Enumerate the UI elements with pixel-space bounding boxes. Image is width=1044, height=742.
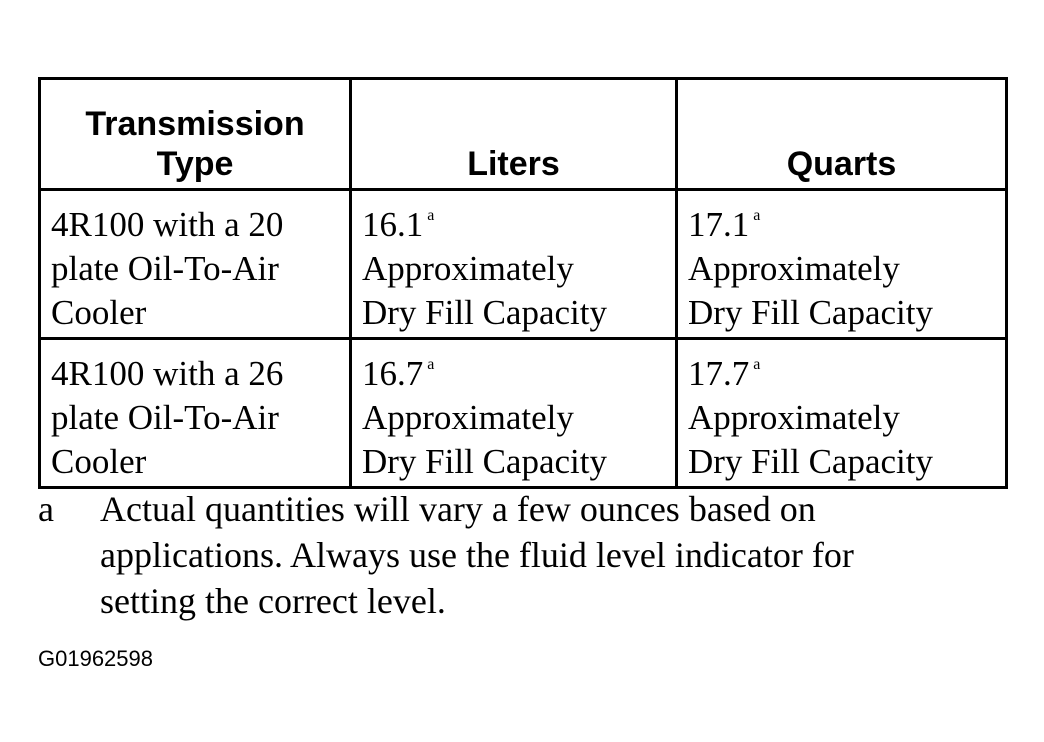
capacity-value: 17.1 <box>688 205 750 244</box>
capacity-value: 16.1 <box>362 205 424 244</box>
table-cell: 17.1 a Approximately Dry Fill Capacity <box>675 188 1008 340</box>
column-header: Liters <box>349 77 678 191</box>
cell-line: plate Oil-To-Air <box>51 398 279 437</box>
cell-line: Dry Fill Capacity <box>688 293 933 332</box>
footnote-line: Actual quantities will vary a few ounces… <box>100 489 816 529</box>
footnote-line: applications. Always use the fluid level… <box>100 535 854 575</box>
cell-line: Cooler <box>51 293 147 332</box>
table-row: 4R100 with a 26 plate Oil-To-Air Cooler 16.… <box>38 337 1008 489</box>
cell-line: Approximately <box>362 398 574 437</box>
cell-line: 4R100 with a 26 <box>51 354 284 393</box>
cell-line: Dry Fill Capacity <box>688 442 933 481</box>
capacity-line: 17.7 a <box>688 352 997 396</box>
table-row: 4R100 with a 20 plate Oil-To-Air Cooler 16.… <box>38 188 1008 340</box>
note-mark: a <box>427 356 435 373</box>
table-body: 4R100 with a 20 plate Oil-To-Air Cooler 16.… <box>38 188 1008 489</box>
table-cell: 4R100 with a 26 plate Oil-To-Air Cooler <box>38 337 352 489</box>
figure-id: G01962598 <box>38 646 153 671</box>
capacity-line: 17.1 a <box>688 203 997 247</box>
footnote-text: Actual quantities will vary a few ounces… <box>100 486 854 624</box>
table-cell: 17.7 a Approximately Dry Fill Capacity <box>675 337 1008 489</box>
cell-line: Dry Fill Capacity <box>362 442 607 481</box>
column-header: Transmission Type <box>38 77 352 191</box>
capacity-table: Transmission Type Liters Quarts 4R100 with… <box>38 77 1008 489</box>
capacity-value: 17.7 <box>688 354 750 393</box>
cell-line: 4R100 with a 20 <box>51 205 284 244</box>
cell-line: Approximately <box>688 398 900 437</box>
capacity-value: 16.7 <box>362 354 424 393</box>
note-mark: a <box>427 207 435 224</box>
cell-line: Dry Fill Capacity <box>362 293 607 332</box>
capacity-line: 16.1 a <box>362 203 667 247</box>
footnote-mark: a <box>38 489 54 529</box>
cell-line: Approximately <box>688 249 900 288</box>
table-cell: 4R100 with a 20 plate Oil-To-Air Cooler <box>38 188 352 340</box>
note-mark: a <box>753 207 761 224</box>
cell-line: Cooler <box>51 442 147 481</box>
cell-line: Approximately <box>362 249 574 288</box>
column-header: Quarts <box>675 77 1008 191</box>
capacity-line: 16.7 a <box>362 352 667 396</box>
footnote-line: setting the correct level. <box>100 581 446 621</box>
note-mark: a <box>753 356 761 373</box>
cell-line: plate Oil-To-Air <box>51 249 279 288</box>
table-cell: 16.7 a Approximately Dry Fill Capacity <box>349 337 678 489</box>
header-row: Transmission Type Liters Quarts <box>38 77 1008 191</box>
table-cell: 16.1 a Approximately Dry Fill Capacity <box>349 188 678 340</box>
